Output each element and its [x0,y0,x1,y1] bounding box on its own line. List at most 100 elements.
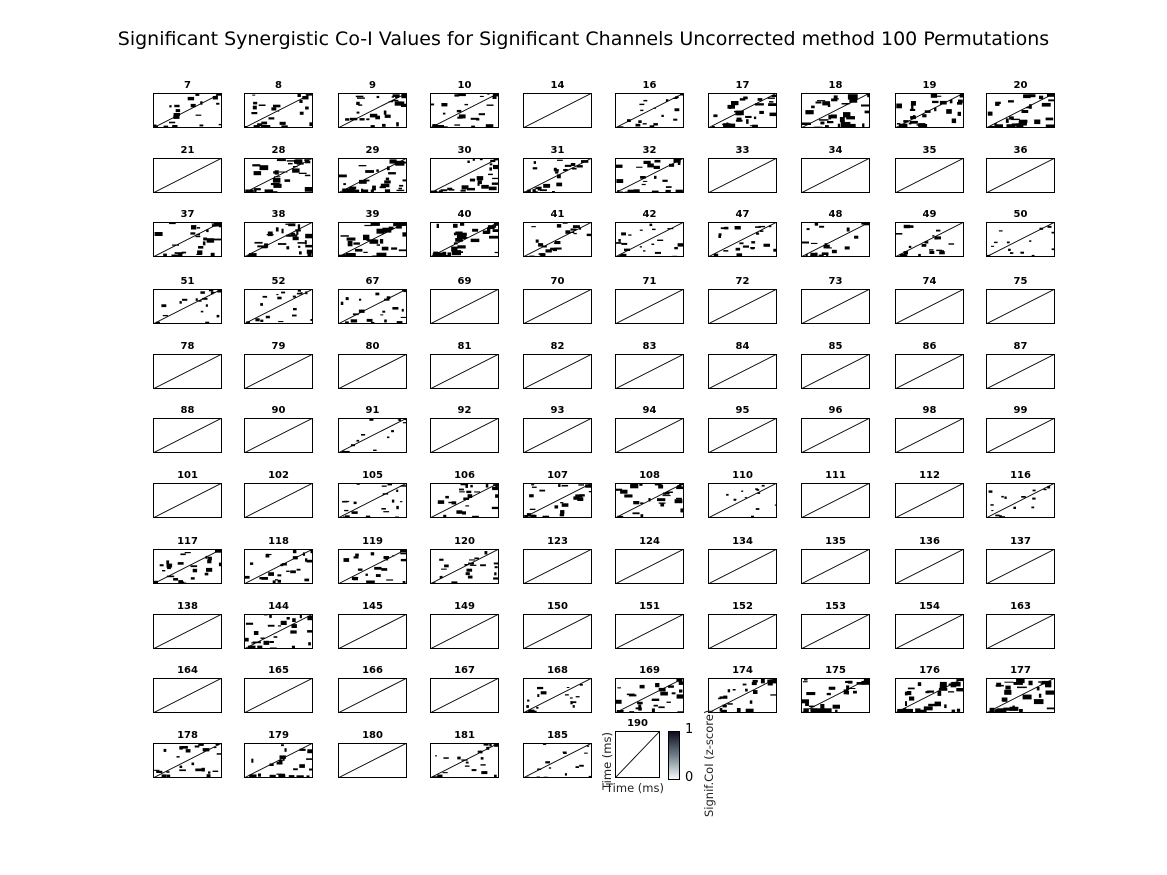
panel-heatmap [244,614,313,649]
significant-cluster [563,751,567,754]
significant-cluster [284,179,291,182]
diagonal-line [523,289,592,324]
significant-cluster [363,234,370,241]
panel-ch-7: 7 [153,80,222,128]
significant-cluster [951,681,961,687]
panel-title: 150 [547,601,568,612]
significant-cluster [485,124,494,128]
significant-cluster [588,775,592,778]
significant-cluster [827,104,831,107]
significant-cluster [643,250,646,252]
significant-cluster [306,559,313,563]
significant-cluster [1051,248,1055,251]
significant-cluster [292,549,297,554]
panel-title: 86 [922,341,937,352]
significant-cluster [735,119,743,122]
panel-frame [244,549,313,584]
panel-heatmap [523,354,592,389]
panel-frame [801,289,870,324]
significant-cluster [178,252,183,257]
significant-cluster [374,566,382,570]
significant-cluster [1005,118,1009,123]
significant-cluster [203,237,208,241]
panel-ch-175: 175 [801,665,870,713]
significant-cluster [932,235,935,237]
significant-cluster [169,105,172,108]
panel-ch-153: 153 [801,601,870,649]
diagonal-line [523,222,592,257]
significant-cluster [624,248,631,251]
significant-cluster [540,691,547,695]
significant-cluster [847,123,856,128]
significant-cluster [865,223,870,225]
panel-heatmap [895,678,964,713]
significant-cluster [281,744,284,747]
significant-cluster [299,251,302,255]
panel-heatmap [801,289,870,324]
significant-cluster [897,708,905,713]
significant-cluster [643,180,648,182]
panel-ch-86: 86 [895,341,964,389]
panel-heatmap [801,549,870,584]
significant-cluster [1029,240,1032,242]
significant-cluster [442,112,446,115]
significant-cluster [915,708,921,713]
panel-title: 112 [919,470,940,481]
significant-cluster [545,249,552,253]
significant-cluster [564,773,567,776]
significant-cluster [345,321,349,324]
significant-cluster [299,99,303,103]
significant-cluster [379,186,386,189]
significant-cluster [180,581,185,584]
diagonal-line [153,614,222,649]
significant-cluster [845,680,851,683]
diagonal-line [801,158,870,193]
significant-cluster [282,758,285,761]
panel-frame [153,483,222,518]
panel-ch-152: 152 [708,601,777,649]
diagonal-line [153,222,222,257]
significant-cluster [1045,681,1052,688]
significant-cluster [268,572,274,576]
significant-cluster [345,515,350,518]
significant-cluster [307,615,313,621]
panel-title: 81 [457,341,472,352]
significant-cluster [719,708,723,712]
panel-frame [895,354,964,389]
panel-frame [708,614,777,649]
significant-cluster [456,233,467,239]
significant-cluster [206,774,211,778]
panel-title: 39 [365,209,380,220]
significant-cluster [759,110,764,114]
significant-cluster [205,321,210,324]
significant-cluster [384,319,387,323]
diagonal-line [244,549,313,584]
panel-title: 84 [735,341,750,352]
significant-cluster [573,232,577,235]
significant-cluster [281,563,287,566]
significant-cluster [470,484,473,488]
significant-cluster [638,120,642,123]
significant-cluster [381,508,386,510]
significant-cluster [666,701,671,703]
panel-frame [986,418,1055,453]
significant-cluster [346,237,356,241]
significant-cluster [257,123,263,127]
panel-title: 47 [735,209,750,220]
diagonal-line [708,549,777,584]
significant-cluster [944,704,947,709]
panel-ch-163: 163 [986,601,1055,649]
significant-cluster [343,558,350,562]
panel-ch-96: 96 [801,405,870,453]
panel-heatmap [895,483,964,518]
significant-cluster [180,553,186,556]
significant-cluster [173,113,180,116]
significant-cluster [353,577,358,581]
significant-cluster [540,253,546,257]
significant-cluster [296,292,303,295]
significant-cluster [652,228,656,231]
significant-cluster [169,121,176,124]
panel-title: 17 [735,80,750,91]
significant-cluster [742,683,747,686]
significant-cluster [752,124,758,128]
